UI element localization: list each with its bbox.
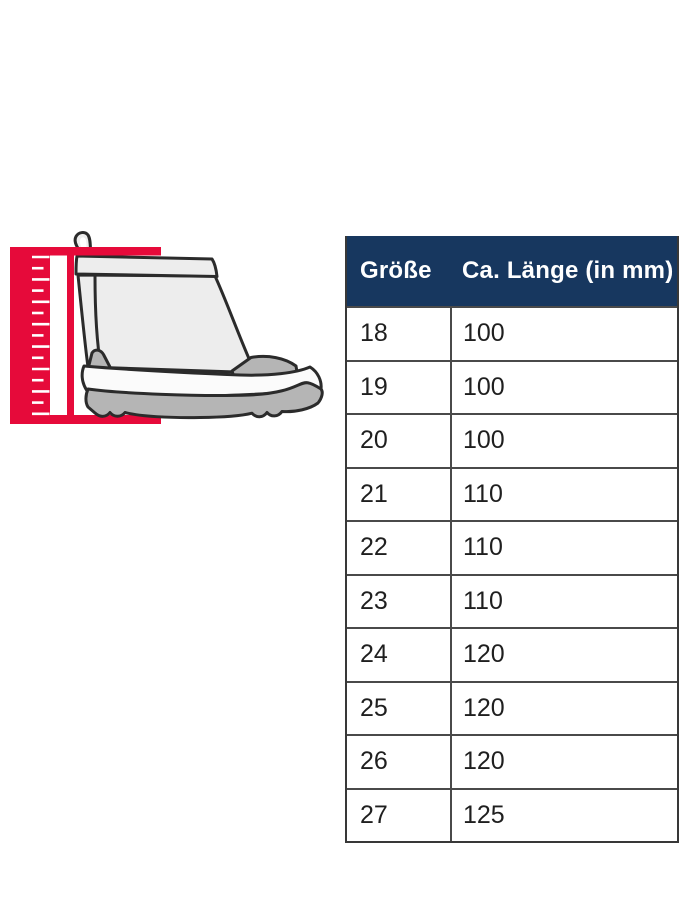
length-cell: 125: [450, 789, 677, 841]
table-row: 22 110: [347, 520, 677, 574]
ruler-icon: [10, 247, 50, 424]
size-cell: 21: [360, 479, 388, 508]
table-header-row: Größe Ca. Länge (in mm): [347, 236, 677, 306]
size-cell: 18: [360, 319, 388, 348]
length-cell: 110: [450, 575, 677, 627]
length-cell: 100: [450, 308, 677, 360]
size-cell: 27: [360, 800, 388, 829]
size-cell: 19: [360, 372, 388, 401]
boot-body: [76, 273, 252, 374]
table-row: 19 100: [347, 359, 677, 413]
measure-frame-bottom-bar: [10, 415, 161, 424]
boot-heel-patch: [86, 348, 113, 376]
measure-frame-vertical-line: [67, 247, 74, 424]
length-cell: 100: [450, 415, 677, 467]
table-row: 25 120: [347, 680, 677, 734]
boot-pull-tab-hole: [79, 237, 87, 252]
boot-icon: [10, 231, 324, 420]
boot-outsole: [84, 381, 324, 420]
ruler-ticks: [32, 255, 50, 416]
size-cell: 26: [360, 747, 388, 776]
table-row: 18 100: [347, 306, 677, 360]
length-cell: 110: [450, 522, 677, 574]
length-cell: 100: [450, 361, 677, 413]
table-row: 23 110: [347, 573, 677, 627]
table-row: 20 100: [347, 413, 677, 467]
boot-back-seam: [93, 274, 103, 370]
size-cell: 25: [360, 693, 388, 722]
size-cell: 22: [360, 533, 388, 562]
length-cell: 120: [450, 629, 677, 681]
measure-frame: [10, 247, 161, 424]
measure-frame-top-bar: [10, 247, 161, 256]
size-cell: 24: [360, 640, 388, 669]
size-table-body: 18 100 19 100 20 100 21 110 22 110 23 110 24 120 25 120…: [347, 306, 677, 841]
size-cell: 20: [360, 426, 388, 455]
table-row: 21 110: [347, 466, 677, 520]
length-cell: 110: [450, 468, 677, 520]
boot-toe-cap: [230, 354, 300, 380]
boot-collar: [74, 254, 219, 278]
table-row: 24 120: [347, 627, 677, 681]
length-column-header: Ca. Länge (in mm): [462, 257, 674, 284]
size-column-header: Größe: [360, 257, 432, 284]
length-cell: 120: [450, 736, 677, 788]
boot-pull-tab: [73, 231, 93, 258]
length-cell: 120: [450, 682, 677, 734]
boot-midsole: [80, 364, 323, 398]
table-row: 27 125: [347, 787, 677, 841]
table-row: 26 120: [347, 734, 677, 788]
size-cell: 23: [360, 586, 388, 615]
size-table: Größe Ca. Länge (in mm) 18 100 19 100 20 100 2…: [345, 236, 679, 843]
